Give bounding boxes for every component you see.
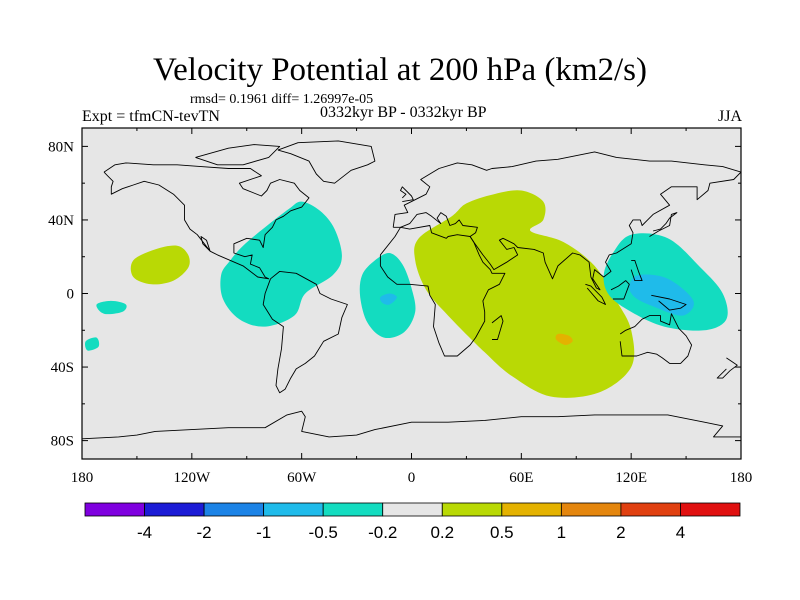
y-tick-label: 0: [67, 287, 75, 303]
coastline-philippines: [630, 259, 643, 282]
coastline-borneo: [610, 280, 630, 300]
coastlines: [82, 140, 741, 440]
season-label: JJA: [717, 108, 742, 125]
y-tick-label: 80S: [51, 434, 74, 450]
colorbar-label: -4: [137, 523, 152, 542]
latitude-axis: 80N 40N 0 40S 80S: [48, 139, 741, 450]
contour-indian-ocean-core: [555, 333, 573, 346]
colorbar-swatch: [263, 502, 324, 517]
coastline-britain: [400, 186, 414, 203]
coastline-north-america: [103, 162, 310, 280]
y-tick-label: 40S: [51, 360, 74, 376]
colorbar-swatch: [203, 502, 265, 517]
contour-central-pacific-positive: [130, 245, 190, 285]
colorbar-label: 2: [616, 523, 625, 542]
contour-south-pacific-negative: [84, 337, 100, 351]
colorbar-swatch: [322, 502, 384, 517]
x-tick-label: 180: [71, 470, 94, 486]
coastline-new-guinea: [651, 294, 687, 311]
coastline-arctic-islands: [195, 144, 281, 166]
colorbar-label: 0.2: [430, 523, 454, 542]
coastline-australia: [619, 313, 693, 364]
coastline-africa-body: [379, 225, 506, 357]
colorbar-swatch: [144, 502, 205, 517]
colorbar-swatch: [680, 502, 741, 517]
colorbar-label: -1: [256, 523, 271, 542]
colorbar-label: 1: [557, 523, 566, 542]
colorbar-swatch: [84, 502, 145, 517]
colorbar-swatch: [501, 502, 562, 517]
x-tick-label: 0: [408, 470, 416, 486]
colorbar-label: -0.5: [309, 523, 338, 542]
contour-fills: [84, 190, 728, 398]
x-tick-label: 120E: [615, 470, 647, 486]
contour-africa-indian-positive: [414, 190, 635, 398]
contour-atlantic-core: [379, 293, 397, 305]
coastline-new-zealand: [716, 357, 738, 379]
contour-east-pacific-negative: [96, 300, 127, 315]
period-label: 0332kyr BP - 0332kyr BP: [320, 104, 487, 121]
colorbar: -4 -2 -1 -0.5 -0.2 0.2 0.5 1 2 4: [84, 502, 741, 542]
plot-title: Velocity Potential at 200 hPa (km2/s): [152, 52, 648, 88]
colorbar-swatch: [382, 502, 443, 517]
colorbar-label: 4: [676, 523, 685, 542]
x-tick-label: 180: [730, 470, 753, 486]
stats-line: rmsd= 0.1961 diff= 1.26997e-05: [190, 92, 374, 107]
coastline-sumatra: [585, 283, 606, 305]
longitude-axis: 180 120W 60W 0 60E 120E 180: [71, 128, 753, 486]
coastline-japan: [649, 212, 678, 237]
x-tick-label: 60W: [287, 470, 317, 486]
colorbar-label: -0.2: [368, 523, 397, 542]
colorbar-label: 0.5: [490, 523, 514, 542]
coastline-madagascar: [491, 315, 504, 340]
colorbar-swatch: [620, 502, 681, 517]
x-tick-label: 120W: [173, 470, 211, 486]
contour-americas-negative: [220, 201, 342, 327]
coastline-greenland: [277, 140, 376, 184]
colorbar-swatch: [560, 502, 622, 517]
contour-maritime-continent-core: [629, 274, 694, 316]
colorbar-swatch: [441, 502, 503, 517]
coastline-eurasia-africa: [392, 151, 741, 291]
coastline-antarctica: [82, 410, 741, 440]
colorbar-label: -2: [197, 523, 212, 542]
y-tick-label: 80N: [48, 139, 74, 155]
x-tick-label: 60E: [509, 470, 533, 486]
coastline-south-america: [262, 270, 348, 394]
y-tick-label: 40N: [48, 213, 74, 229]
experiment-label: Expt = tfmCN-tevTN: [82, 108, 220, 125]
